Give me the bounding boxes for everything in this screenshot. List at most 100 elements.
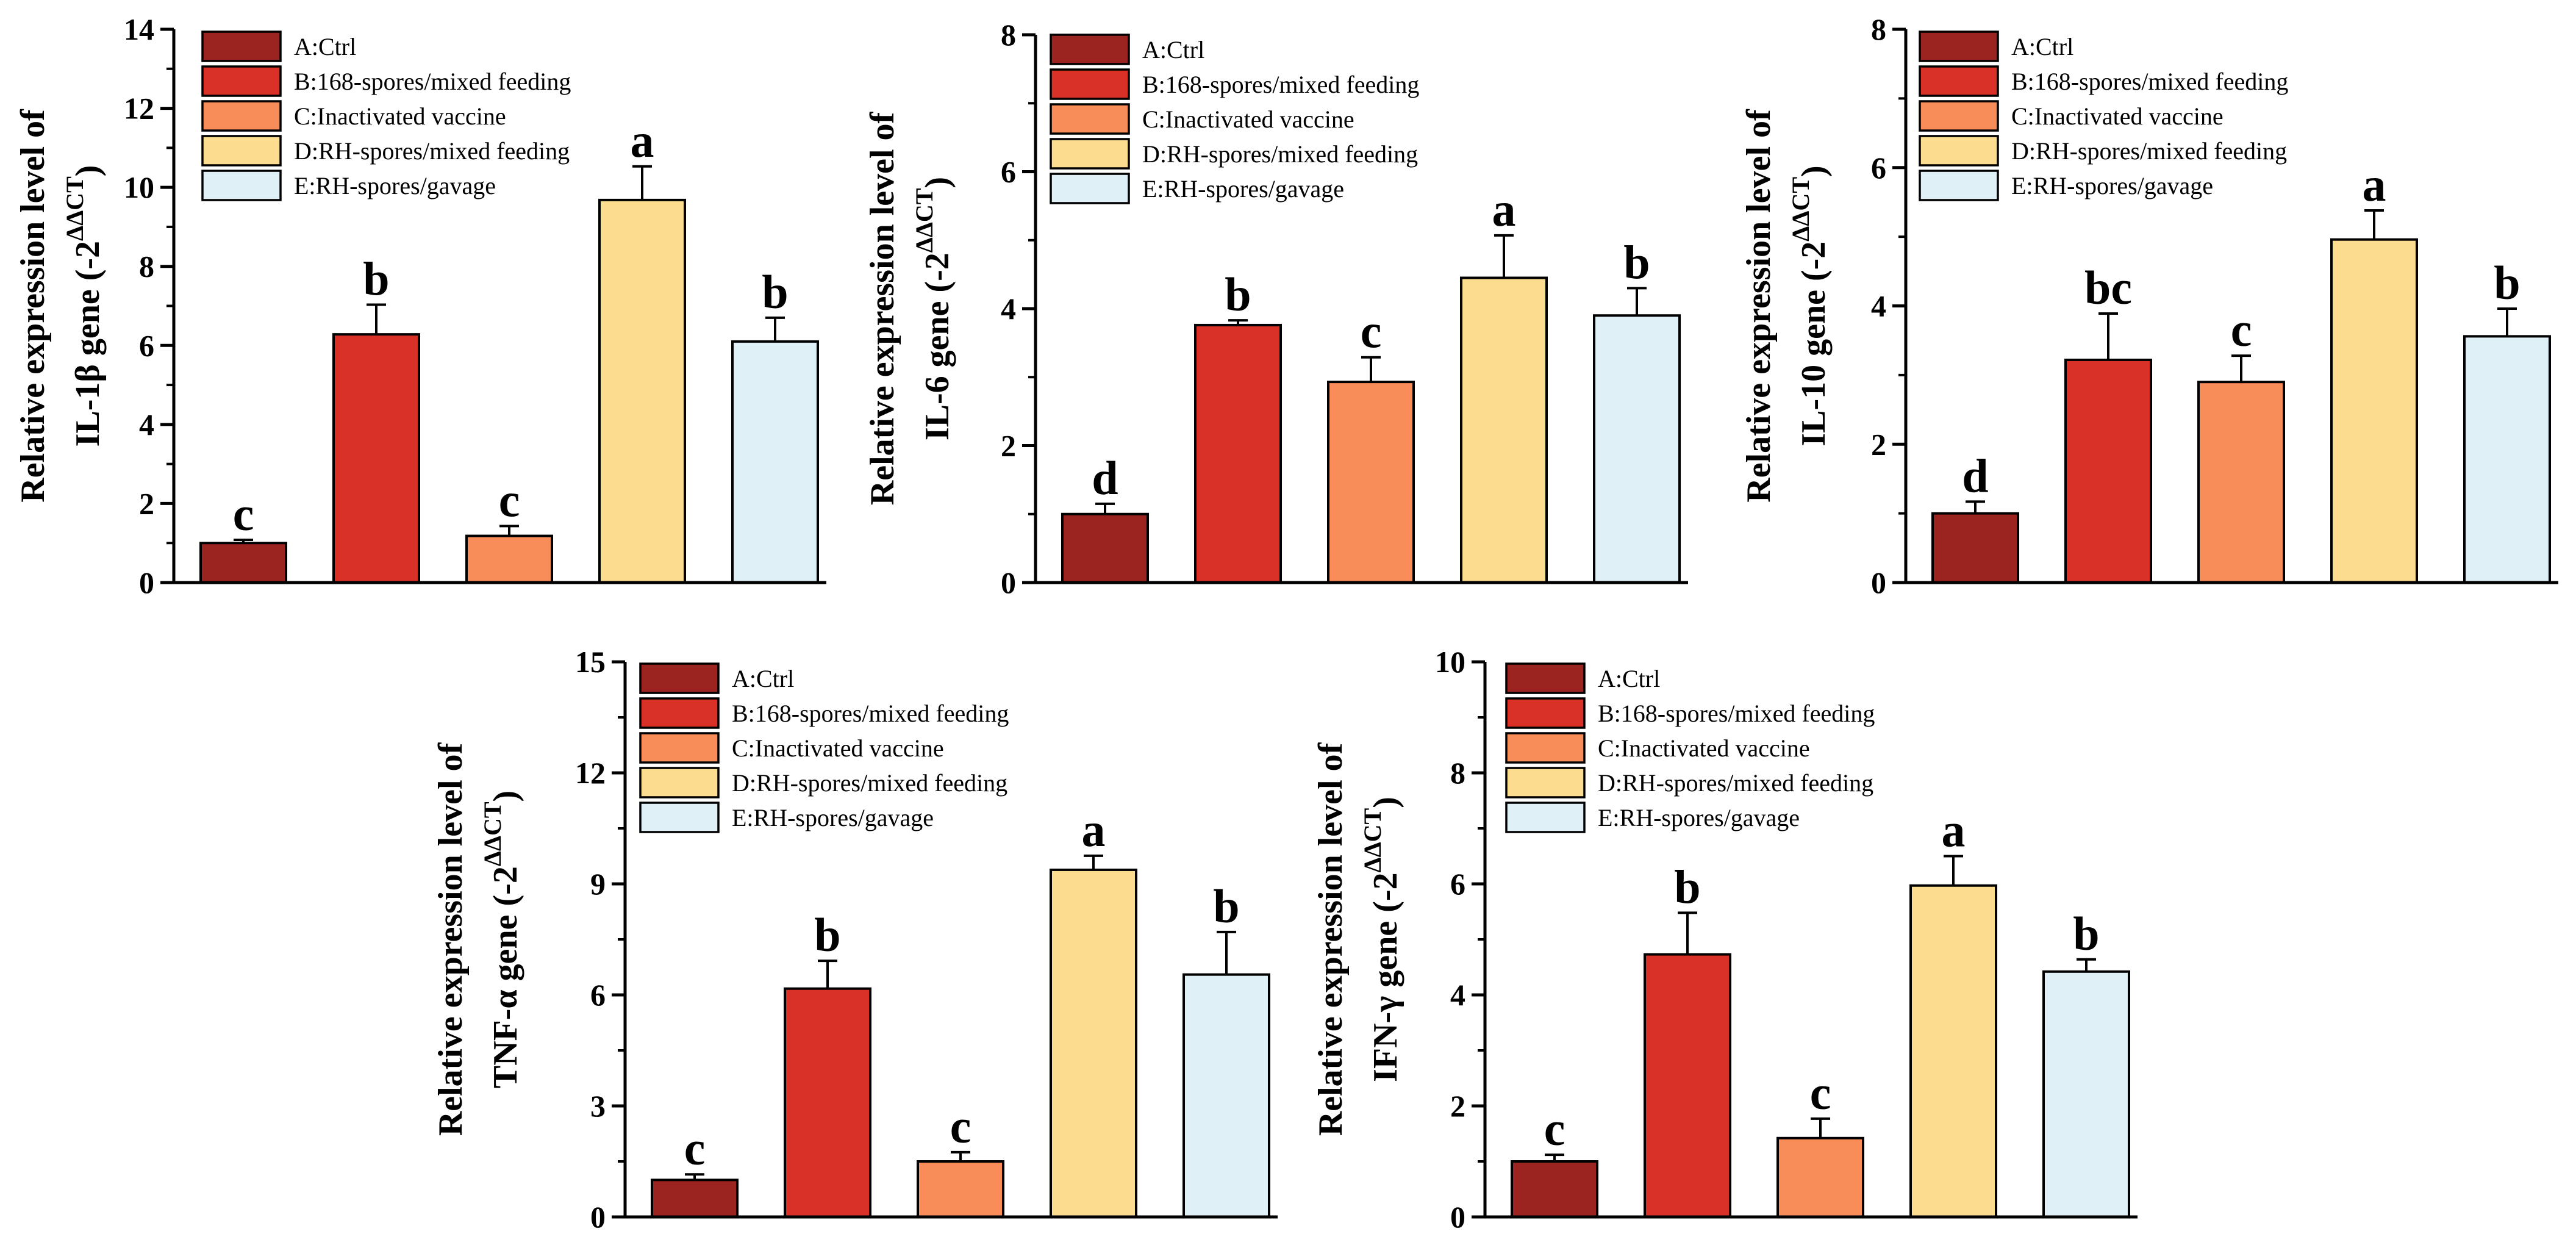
y-tick-label: 0 [1001,565,1016,600]
significance-letter-A: d [1962,449,1988,502]
legend-swatch-E [1919,170,1999,201]
y-tick-label: 10 [124,170,154,204]
significance-letter-E: b [1213,880,1239,933]
y-tick-label: 15 [575,645,606,679]
significance-letter-D: a [631,114,654,167]
bar-D [2330,238,2418,584]
y-tick-label: 6 [1450,867,1465,901]
legend-label-B: B:168-spores/mixed feeding [732,700,1009,727]
significance-letter-B: b [1674,860,1700,913]
legend-label-C: C:Inactivated vaccine [1142,106,1354,133]
y-axis-label-line2: TNF-α gene (-2ΔΔCT) [479,791,524,1088]
y-axis-label-line2: IFN-γ gene (-2ΔΔCT) [1359,797,1404,1082]
legend-swatch-C [1919,100,1999,132]
bar-C [1776,1136,1864,1219]
legend-label-D: D:RH-spores/mixed feeding [732,769,1007,797]
legend-swatch-D [639,767,720,798]
legend-label-B: B:168-spores/mixed feeding [1598,700,1875,727]
y-axis-label-line1: Relative expression level of [1740,109,1778,503]
chart-tnfa: c b c a b 0 3 6 9 12 15 Relative expression level o… [432,645,1278,1234]
significance-letter-D: a [1082,803,1106,856]
legend-label-B: B:168-spores/mixed feeding [294,68,571,95]
legend-swatch-B [201,65,282,97]
bar-A [1511,1160,1598,1218]
legend: A:Ctrl B:168-spores/mixed feeding C:Inacti… [1919,30,2288,201]
significance-letter-A: c [1544,1102,1565,1155]
y-tick-label: 6 [1871,151,1886,185]
bar-E [2042,970,2130,1219]
legend-swatch-D [1505,767,1586,798]
significance-letter-E: b [2073,907,2099,960]
significance-letter-C: c [499,473,520,526]
legend-swatch-C [1050,103,1130,135]
bar-B [2064,358,2152,584]
legend-swatch-C [1505,732,1586,764]
significance-letter-E: b [2494,256,2520,309]
y-axis-label: Relative expression level of TNF-α gene (… [432,742,524,1136]
significance-letter-B: bc [2084,261,2132,314]
y-tick-label: 2 [1001,429,1016,463]
legend-label-E: E:RH-spores/gavage [1142,175,1344,203]
bar-A [651,1179,739,1219]
legend-swatch-A [1919,30,1999,62]
significance-letter-C: c [1810,1066,1831,1119]
significance-letter-D: a [1942,804,1966,857]
y-tick-label: 4 [1871,289,1886,323]
y-tick-label: 6 [1001,155,1016,189]
significance-letter-A: c [233,487,254,540]
legend-swatch-C [639,732,720,764]
y-tick-label: 0 [1871,565,1886,600]
significance-letter-B: b [814,908,840,961]
legend-swatch-E [201,170,282,201]
y-tick-label: 4 [1001,292,1016,326]
legend-swatch-B [1919,65,1999,97]
chart-il6: d b c a b 0 2 4 6 8 Relative expression level of IL… [864,18,1688,600]
bar-E [1182,973,1270,1218]
bar-C [1327,381,1415,584]
significance-letter-C: c [1361,305,1382,358]
significance-letter-D: a [2363,158,2386,211]
legend-swatch-E [1050,173,1130,204]
y-tick-label: 8 [1450,756,1465,790]
y-axis-label-line1: Relative expression level of [1312,742,1350,1136]
y-tick-label: 12 [124,91,154,126]
legend-label-D: D:RH-spores/mixed feeding [294,137,570,165]
y-axis-label-line1: Relative expression level of [432,742,470,1136]
y-tick-label: 6 [590,978,606,1012]
bar-B [1194,323,1282,584]
legend: A:Ctrl B:168-spores/mixed feeding C:Inacti… [639,662,1009,833]
y-tick-label: 14 [124,12,154,46]
legend-label-B: B:168-spores/mixed feeding [2011,68,2288,95]
legend-label-A: A:Ctrl [2011,33,2073,60]
bar-E [2463,335,2551,584]
legend-label-C: C:Inactivated vaccine [1598,734,1810,762]
bar-D [1460,276,1548,584]
y-axis-label-line2: IL-1β gene (-2ΔΔCT) [61,165,107,447]
y-tick-label: 4 [139,407,154,442]
legend-label-D: D:RH-spores/mixed feeding [1598,769,1873,797]
legend-label-A: A:Ctrl [1142,36,1204,63]
y-tick-label: 8 [1001,18,1016,52]
bar-B [1644,953,1731,1218]
y-tick-label: 10 [1435,645,1465,679]
significance-letter-C: c [950,1100,971,1153]
y-axis-label-line1: Relative expression level of [864,111,901,505]
bar-A [1931,512,2019,584]
legend-label-E: E:RH-spores/gavage [732,804,934,831]
legend-label-E: E:RH-spores/gavage [294,172,496,199]
significance-letter-B: b [1225,268,1251,321]
y-tick-label: 0 [590,1200,606,1234]
y-axis-label-line1: Relative expression level of [14,109,52,503]
legend-label-B: B:168-spores/mixed feeding [1142,71,1419,98]
significance-letter-E: b [762,265,788,318]
bar-C [465,534,553,584]
bar-C [2197,381,2285,584]
legend-label-A: A:Ctrl [294,33,356,60]
y-axis-label: Relative expression level of IL-1β gene (… [14,109,107,503]
legend: A:Ctrl B:168-spores/mixed feeding C:Inacti… [1505,662,1875,833]
y-tick-label: 8 [139,249,154,284]
bar-E [731,340,819,584]
bar-E [1593,314,1681,584]
legend-label-D: D:RH-spores/mixed feeding [1142,140,1418,168]
